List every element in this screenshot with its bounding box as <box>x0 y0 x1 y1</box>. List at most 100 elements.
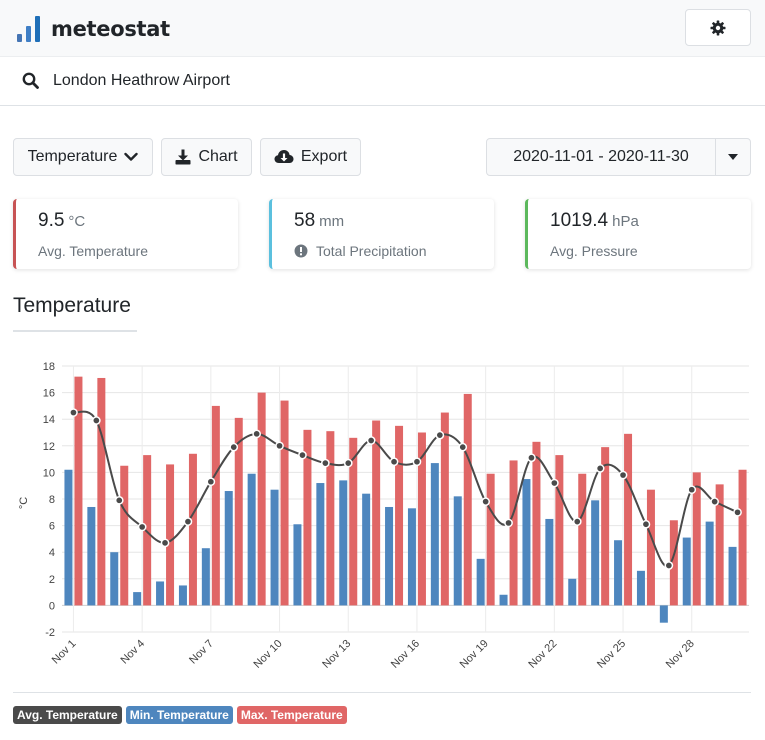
chart-line <box>69 408 742 570</box>
y-tick-label: 4 <box>49 547 55 559</box>
brand-logo[interactable]: meteostat <box>17 14 170 42</box>
stat-card-avg-temperature: 9.5 °C Avg. Temperature <box>13 199 238 269</box>
avg-temperature-point <box>618 470 628 480</box>
export-button[interactable]: Export <box>260 138 361 176</box>
min-temperature-bar <box>316 483 325 606</box>
settings-button[interactable] <box>685 9 751 46</box>
min-temperature-bar <box>293 524 302 606</box>
min-temperature-bar <box>407 508 416 606</box>
max-temperature-bar <box>692 472 701 606</box>
max-temperature-bar <box>188 453 197 606</box>
brand-name: meteostat <box>51 17 170 41</box>
avg-temperature-point <box>687 485 697 495</box>
avg-temperature-point <box>298 450 307 460</box>
min-temperature-bar <box>636 570 645 606</box>
min-temperature-bar <box>224 491 233 606</box>
gear-icon <box>710 20 726 35</box>
x-tick-label: Nov 16 <box>389 638 422 671</box>
avg-temperature-point <box>114 495 124 505</box>
max-temperature-bar <box>166 464 175 606</box>
max-temperature-bar <box>646 489 655 606</box>
min-temperature-bar <box>362 493 371 606</box>
y-tick-label: 18 <box>43 361 55 373</box>
navbar: meteostat <box>0 0 765 57</box>
stat-unit: hPa <box>612 213 639 230</box>
stat-card-avg-pressure: 1019.4 hPa Avg. Pressure <box>525 199 751 269</box>
y-tick-label: 6 <box>49 521 55 533</box>
max-temperature-bar <box>532 441 541 606</box>
stat-value: 9.5 <box>38 210 65 231</box>
min-temperature-bar <box>476 558 485 606</box>
x-tick-label: Nov 10 <box>252 638 285 671</box>
cloud-download-icon <box>274 150 294 163</box>
search-bar[interactable]: London Heathrow Airport <box>0 57 765 106</box>
max-temperature-bar <box>486 473 495 606</box>
min-temperature-bar <box>545 518 554 606</box>
min-temperature-bar <box>705 521 714 606</box>
min-temperature-bar <box>201 548 210 606</box>
max-temperature-bar <box>669 520 678 606</box>
stat-unit: °C <box>68 213 86 230</box>
min-temperature-bar <box>728 546 737 606</box>
min-temperature-bar <box>682 537 691 606</box>
export-button-label: Export <box>300 148 348 165</box>
max-temperature-bar <box>257 392 266 606</box>
x-tick-label: Nov 19 <box>458 638 491 671</box>
date-range-label[interactable]: 2020-11-01 - 2020-11-30 <box>487 139 716 175</box>
avg-temperature-point <box>343 458 353 468</box>
avg-temperature-point <box>435 430 445 440</box>
y-tick-label: 0 <box>49 600 55 612</box>
max-temperature-bar <box>211 405 220 606</box>
max-temperature-bar <box>715 484 724 606</box>
avg-temperature-point <box>504 518 513 528</box>
avg-temperature-point <box>321 458 330 468</box>
legend-max-temperature[interactable]: Max. Temperature <box>236 706 347 724</box>
min-temperature-bar <box>659 605 668 623</box>
avg-temperature-point <box>572 517 582 526</box>
avg-temperature-point <box>69 408 78 417</box>
min-temperature-bar <box>591 500 600 606</box>
avg-temperature-point <box>412 457 422 467</box>
date-range-toggle[interactable] <box>716 139 750 175</box>
min-temperature-bar <box>110 552 119 606</box>
avg-temperature-point <box>664 561 674 570</box>
max-temperature-bar <box>280 400 289 606</box>
avg-temperature-point <box>595 464 605 473</box>
max-temperature-bar <box>624 433 633 606</box>
section-title: Temperature <box>13 294 131 317</box>
max-temperature-bar <box>234 417 243 606</box>
parameter-dropdown[interactable]: Temperature <box>13 138 153 176</box>
date-range-picker[interactable]: 2020-11-01 - 2020-11-30 <box>486 138 751 176</box>
chart-grid <box>62 365 749 633</box>
legend-min-temperature[interactable]: Min. Temperature <box>125 706 233 724</box>
chevron-down-icon <box>124 152 139 161</box>
chart-button-label: Chart <box>198 148 238 165</box>
min-temperature-bar <box>64 469 73 606</box>
min-temperature-bar <box>178 585 187 606</box>
y-tick-label: 14 <box>43 414 55 426</box>
parameter-label: Temperature <box>27 148 118 165</box>
avg-temperature-point <box>92 416 101 425</box>
x-tick-label: Nov 1 <box>50 638 79 667</box>
chart-download-button[interactable]: Chart <box>161 138 252 176</box>
avg-temperature-point <box>160 538 170 548</box>
chart-bars <box>64 376 747 623</box>
avg-temperature-point <box>275 441 284 451</box>
y-tick-label: 16 <box>43 388 55 400</box>
max-temperature-bar <box>74 376 83 606</box>
legend-avg-temperature[interactable]: Avg. Temperature <box>13 706 122 724</box>
min-temperature-bar <box>614 540 623 606</box>
max-temperature-bar <box>738 469 747 606</box>
avg-temperature-point <box>527 453 536 463</box>
stat-label: Avg. Pressure <box>550 243 638 259</box>
exclamation-circle-icon[interactable] <box>294 244 308 258</box>
min-temperature-bar <box>87 506 96 606</box>
chart-legend: Avg. Temperature Min. Temperature Max. T… <box>13 706 351 724</box>
avg-temperature-point <box>137 522 147 532</box>
download-icon <box>175 149 191 165</box>
avg-temperature-point <box>206 477 216 487</box>
max-temperature-bar <box>395 425 404 606</box>
search-input[interactable]: London Heathrow Airport <box>53 72 230 89</box>
min-temperature-bar <box>133 592 142 606</box>
y-tick-label: 10 <box>43 467 55 479</box>
